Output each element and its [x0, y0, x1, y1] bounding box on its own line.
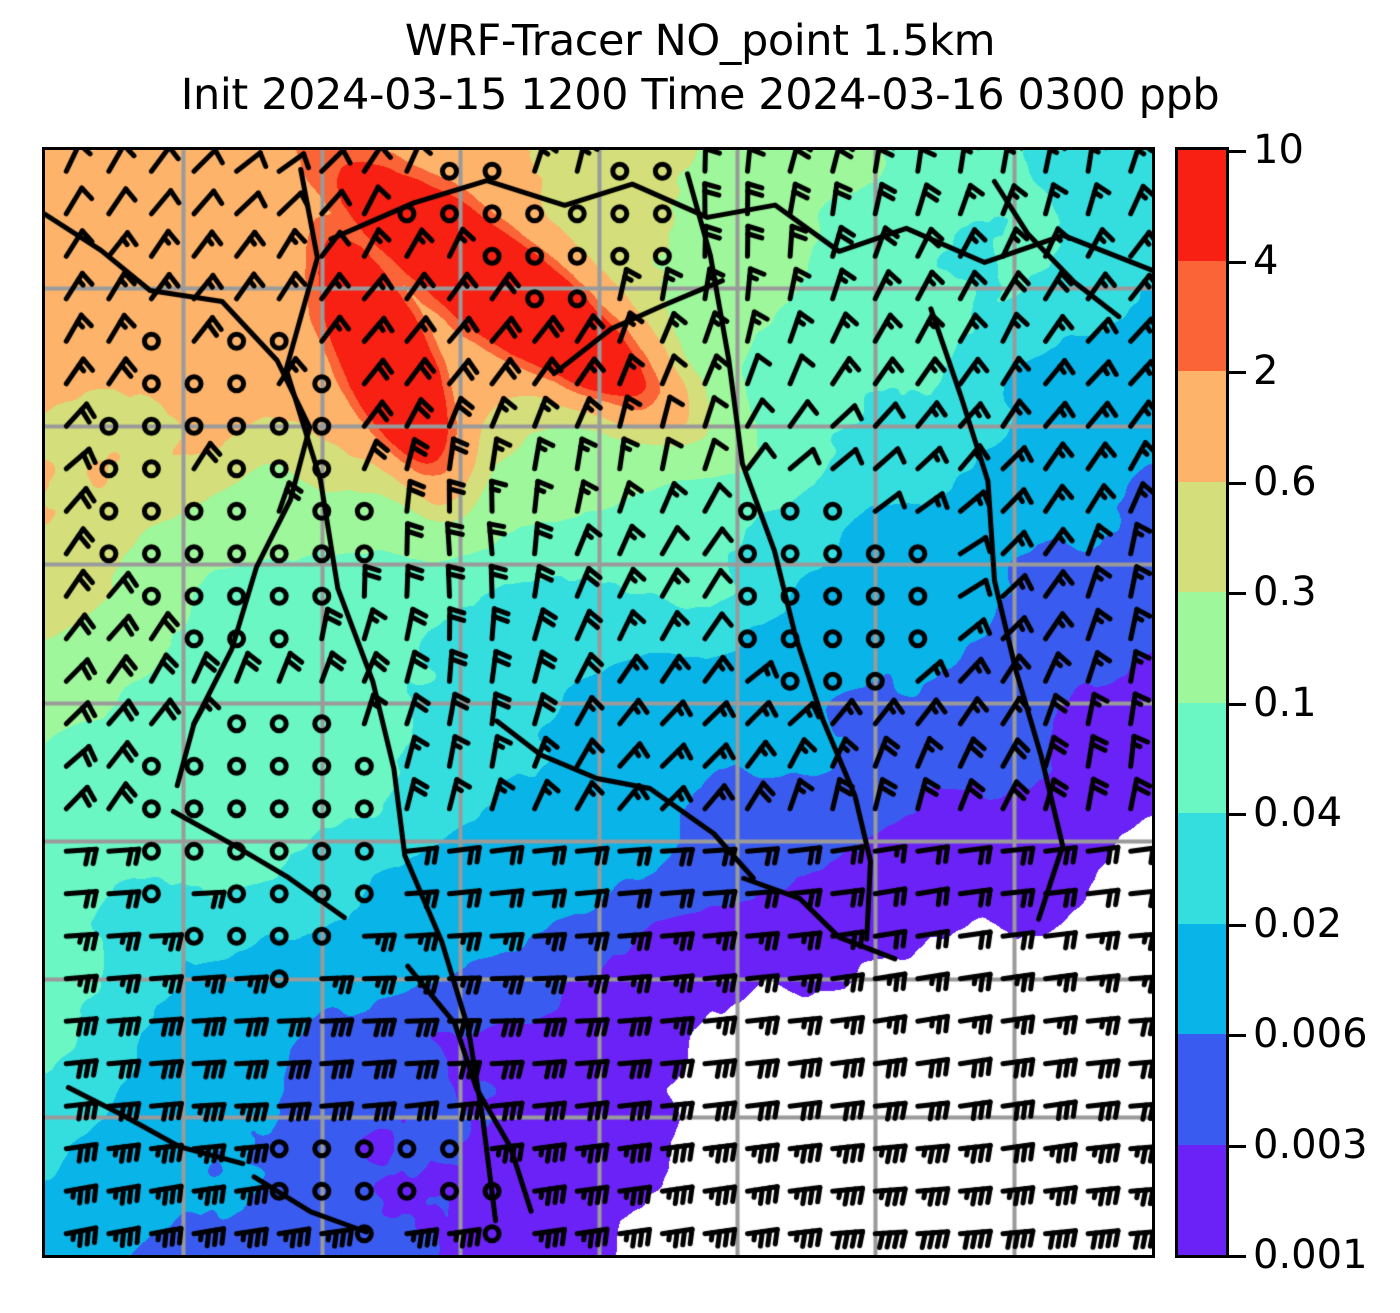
colorbar-tick-label: 0.04	[1253, 790, 1343, 836]
colorbar-tick-label: 0.003	[1253, 1121, 1368, 1168]
colorbar-band-5	[1178, 702, 1226, 813]
colorbar-tick-mark	[1229, 260, 1246, 264]
colorbar-tick-label: 0.3	[1253, 569, 1317, 615]
colorbar-band-7	[1178, 923, 1226, 1034]
colorbar-tick-mark	[1229, 923, 1246, 927]
colorbar-tick-labels: 10 4 2 0.6 0.3 0.1 0.04 0.02 0.006 0.003 0.001	[1229, 130, 1399, 1275]
colorbar-tick-mark	[1229, 813, 1246, 816]
title-line-1: WRF-Tracer NO_point 1.5km	[404, 16, 996, 66]
colorbar-tick-mark	[1229, 371, 1246, 374]
colorbar-band-3	[1178, 481, 1226, 592]
colorbar-band-4	[1178, 592, 1226, 703]
colorbar-tick-mark	[1229, 150, 1246, 153]
colorbar-tick-mark	[1229, 592, 1246, 595]
colorbar-band-2	[1178, 371, 1226, 482]
colorbar-tick-label: 2	[1253, 348, 1279, 394]
page-title: WRF-Tracer NO_point 1.5km Init 2024-03-1…	[0, 14, 1400, 122]
colorbar-tick-label: 4	[1253, 237, 1279, 284]
colorbar-tick-mark	[1229, 481, 1246, 485]
colorbar-band-1	[1178, 260, 1226, 371]
tracer-concentration-field	[45, 150, 1152, 1255]
colorbar-tick-label: 0.1	[1253, 679, 1317, 726]
colorbar-tick-mark	[1229, 1144, 1246, 1148]
colorbar-band-6	[1178, 813, 1226, 924]
colorbar-band-9	[1178, 1144, 1226, 1255]
colorbar-tick-label: 0.6	[1253, 458, 1317, 505]
map-plot-area	[42, 147, 1155, 1258]
colorbar-band-8	[1178, 1034, 1226, 1145]
colorbar-band-0	[1178, 150, 1226, 261]
title-line-2: Init 2024-03-15 1200 Time 2024-03-16 030…	[180, 70, 1220, 120]
colorbar-tick-mark	[1229, 702, 1246, 706]
colorbar-tick-label: 10	[1253, 127, 1304, 173]
colorbar-tick-label: 0.001	[1253, 1232, 1368, 1278]
colorbar-tick-label: 0.006	[1253, 1011, 1368, 1057]
colorbar-tick-label: 0.02	[1253, 900, 1343, 947]
colorbar-tick-mark	[1229, 1255, 1246, 1258]
colorbar	[1175, 147, 1229, 1258]
colorbar-tick-mark	[1229, 1034, 1246, 1037]
